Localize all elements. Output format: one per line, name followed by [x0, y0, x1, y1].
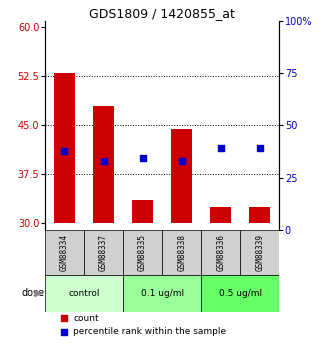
- Bar: [45, 230, 84, 275]
- Bar: [54, 73, 75, 223]
- Bar: [171, 129, 192, 223]
- Point: [61, 329, 66, 334]
- Text: 0.1 ug/ml: 0.1 ug/ml: [141, 289, 184, 298]
- Bar: [93, 106, 114, 223]
- Point: [140, 155, 145, 161]
- Bar: [123, 275, 201, 312]
- Text: count: count: [73, 314, 99, 323]
- Bar: [132, 200, 153, 223]
- Bar: [162, 230, 201, 275]
- Bar: [123, 230, 162, 275]
- Text: control: control: [68, 289, 100, 298]
- Bar: [240, 230, 279, 275]
- Title: GDS1809 / 1420855_at: GDS1809 / 1420855_at: [89, 7, 235, 20]
- Text: GSM88338: GSM88338: [177, 234, 186, 271]
- Text: GSM88339: GSM88339: [255, 234, 264, 271]
- Text: GSM88337: GSM88337: [99, 234, 108, 271]
- Point: [179, 158, 184, 164]
- Bar: [210, 207, 231, 223]
- Text: dose: dose: [21, 288, 44, 298]
- Text: GSM88335: GSM88335: [138, 234, 147, 271]
- Bar: [249, 207, 271, 223]
- Point: [257, 145, 262, 151]
- Point: [61, 316, 66, 321]
- Bar: [84, 230, 123, 275]
- Bar: [201, 230, 240, 275]
- Point: [218, 145, 223, 151]
- Text: GSM88336: GSM88336: [216, 234, 225, 271]
- Point: [62, 149, 67, 154]
- Point: [101, 158, 106, 164]
- Text: percentile rank within the sample: percentile rank within the sample: [73, 327, 226, 336]
- Bar: [45, 275, 123, 312]
- Bar: [201, 275, 279, 312]
- Text: 0.5 ug/ml: 0.5 ug/ml: [219, 289, 262, 298]
- Text: GSM88334: GSM88334: [60, 234, 69, 271]
